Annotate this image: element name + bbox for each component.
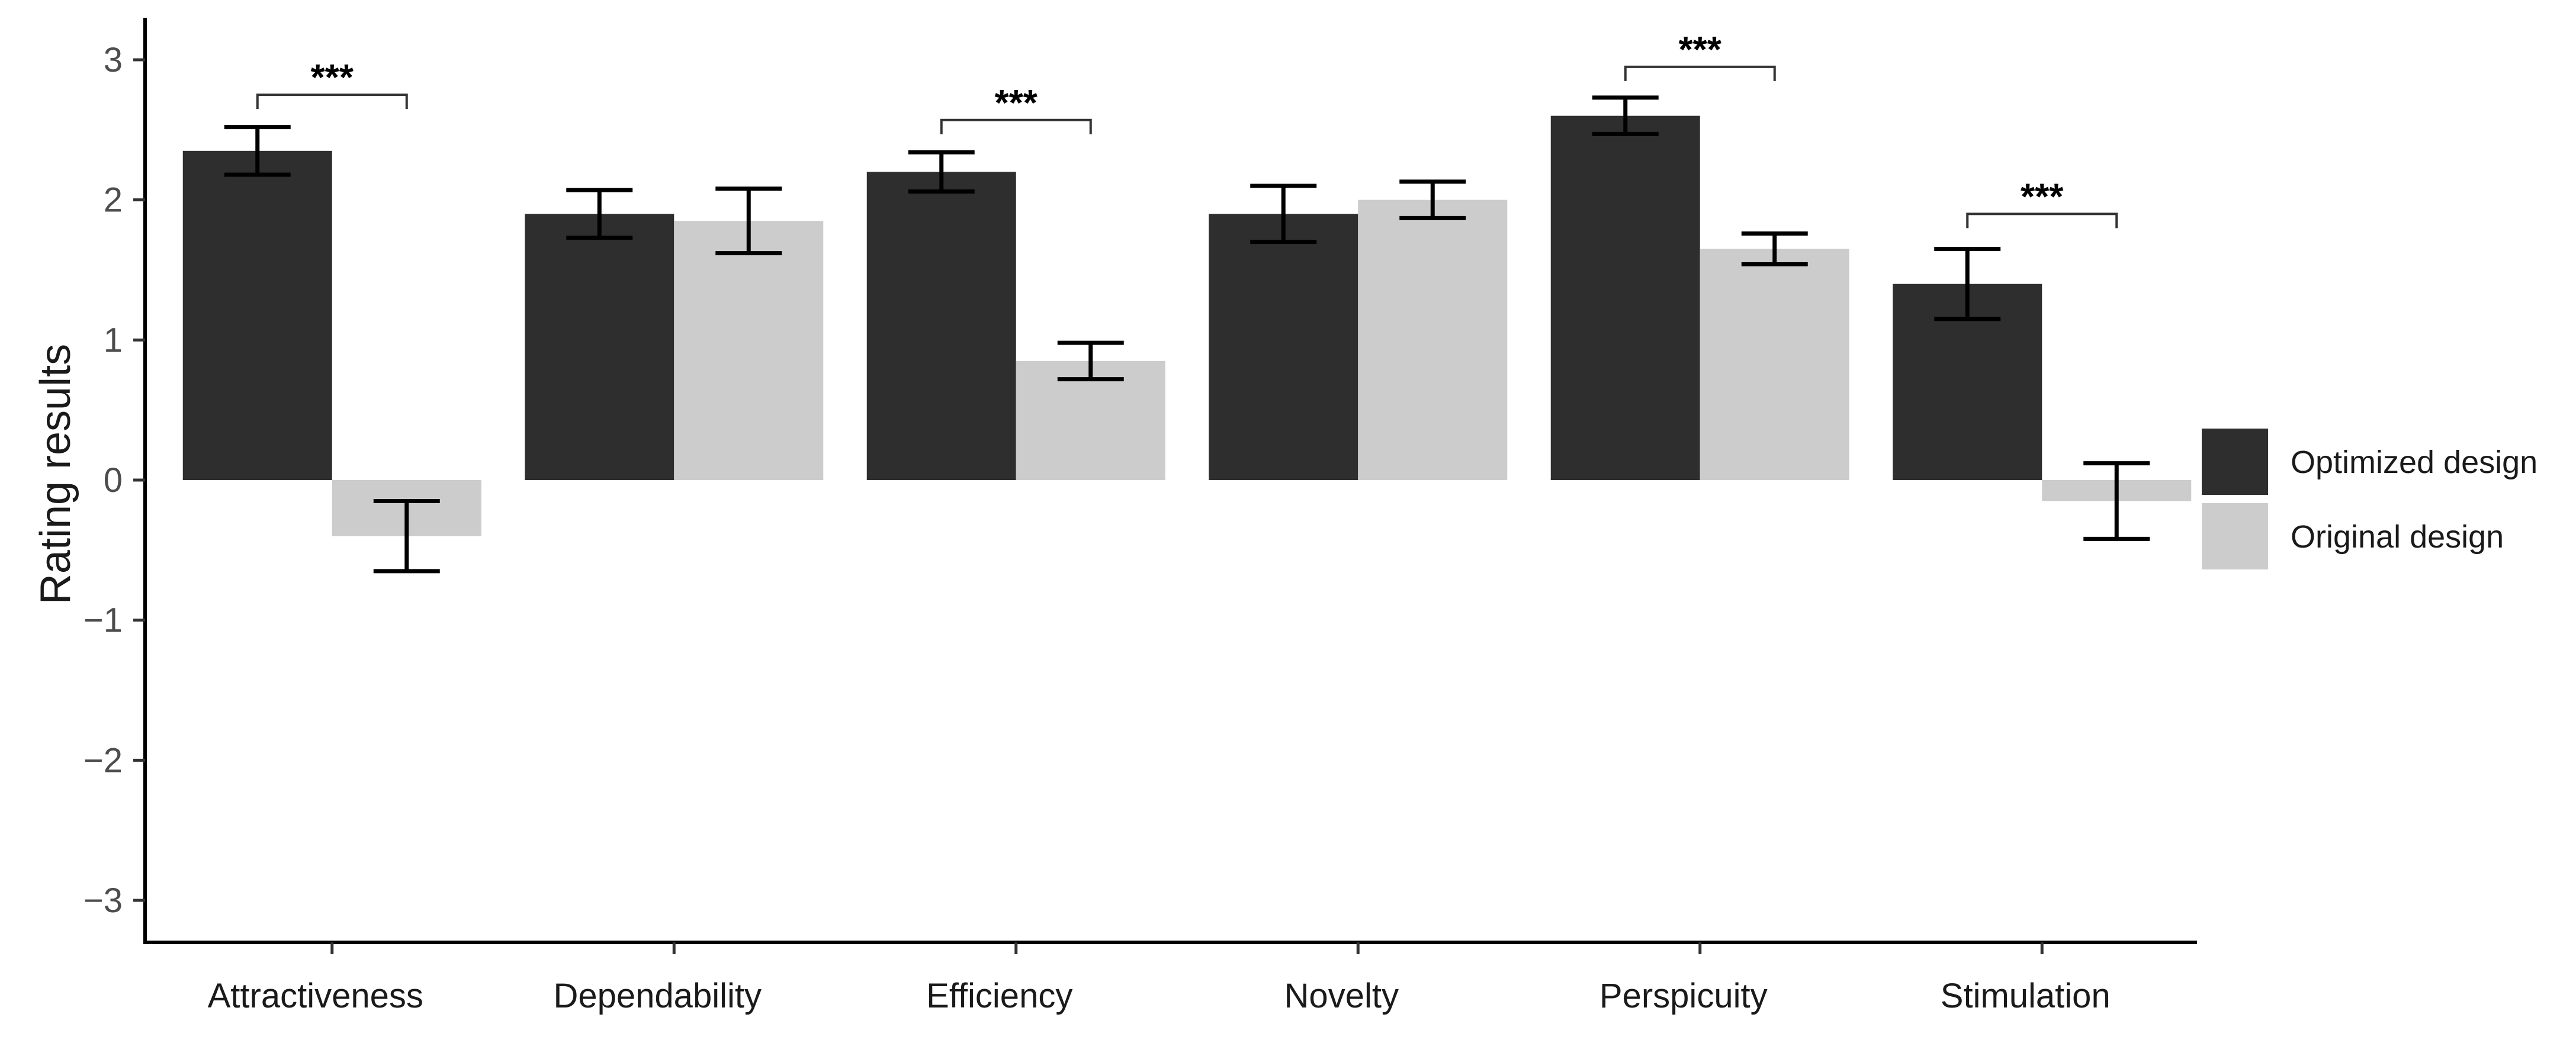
x-tick-label: Attractiveness <box>208 977 423 1015</box>
bar-original-perspicuity <box>1700 249 1849 480</box>
x-tick-label: Dependability <box>554 977 762 1015</box>
y-tick-label: 2 <box>104 181 123 220</box>
significance-stimulation-label: *** <box>2021 176 2064 217</box>
y-tick-label: 3 <box>104 41 123 79</box>
significance-attractiveness-label: *** <box>311 57 354 98</box>
bar-optimized-attractiveness <box>182 150 332 481</box>
bar-optimized-efficiency <box>866 172 1016 480</box>
significance-attractiveness-bracket <box>256 94 408 110</box>
legend-label-original: Original design <box>2291 519 2504 555</box>
legend-label-optimized: Optimized design <box>2291 445 2538 480</box>
y-tick-label: −3 <box>83 881 123 920</box>
y-axis-title: Rating results <box>32 344 79 604</box>
significance-efficiency-label: *** <box>995 83 1038 124</box>
significance-perspicuity-bracket <box>1624 65 1776 81</box>
y-tick-label: 0 <box>104 461 123 500</box>
x-tick-label: Stimulation <box>1941 977 2111 1015</box>
x-tick-label: Efficiency <box>926 977 1072 1015</box>
bar-original-novelty <box>1358 199 1508 480</box>
significance-perspicuity-label: *** <box>1679 30 1722 70</box>
significance-efficiency-bracket <box>940 118 1092 134</box>
x-tick-label: Perspicuity <box>1599 977 1768 1015</box>
y-tick-label: −1 <box>83 601 123 640</box>
bar-optimized-dependability <box>525 214 674 480</box>
y-tick-label: 1 <box>104 321 123 359</box>
bar-original-dependability <box>674 221 824 480</box>
bar-optimized-perspicuity <box>1550 115 1700 480</box>
legend-swatch-original <box>2202 503 2268 569</box>
bar-optimized-novelty <box>1209 214 1358 480</box>
significance-stimulation-bracket <box>1966 213 2118 228</box>
legend-swatch-optimized <box>2202 429 2268 495</box>
x-tick-label: Novelty <box>1284 977 1399 1015</box>
y-tick-label: −2 <box>83 741 123 780</box>
